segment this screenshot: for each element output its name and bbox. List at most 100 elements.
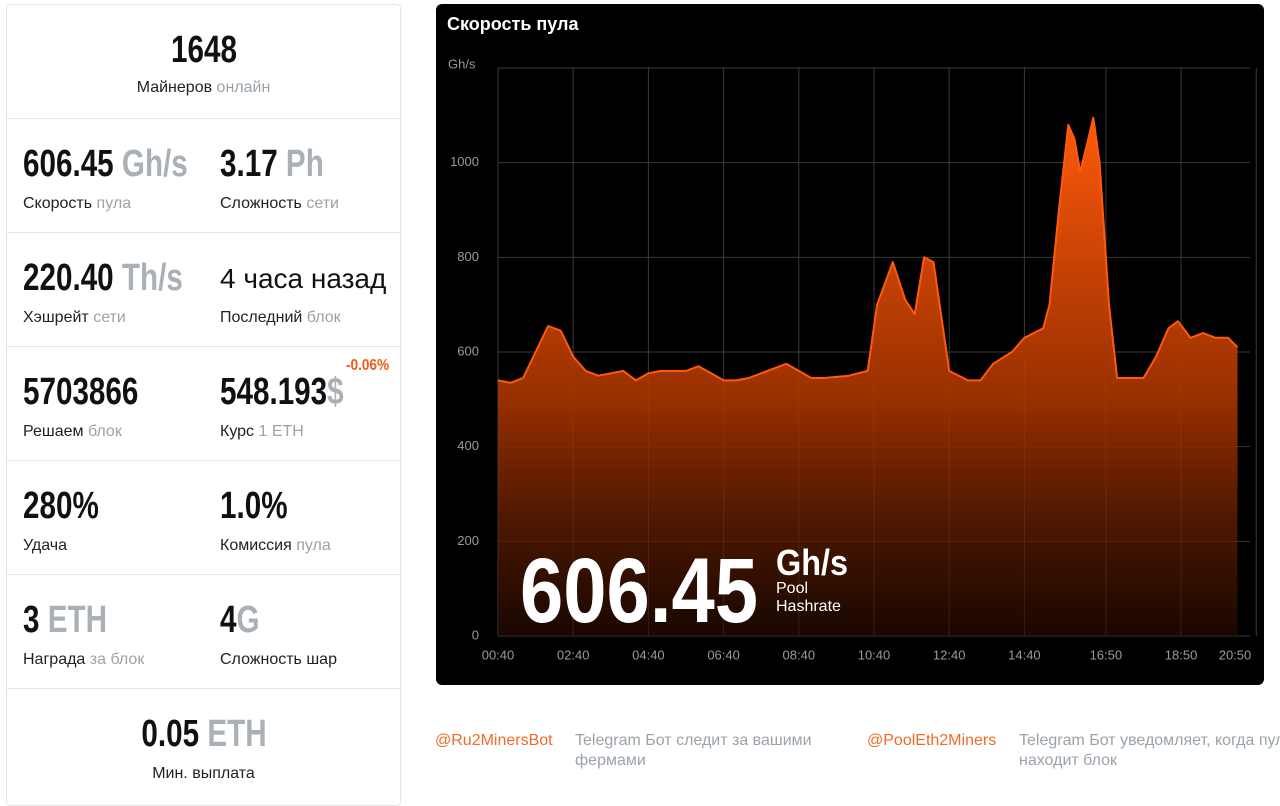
label-muted: 1 ETH [258, 423, 304, 440]
value: 280% [23, 485, 99, 527]
label-muted: блок [87, 423, 122, 440]
y-tick-label: 800 [457, 249, 479, 264]
value: 220.40 [23, 257, 114, 299]
stat-value: 548.193$ [220, 371, 344, 414]
unit: $ [327, 371, 344, 413]
label: Майнеров [136, 79, 213, 96]
value: 606.45 [23, 143, 114, 185]
label-muted: пула [96, 195, 132, 212]
x-tick-label: 02:40 [557, 647, 590, 662]
stat-label: Награда за блок [23, 651, 144, 669]
stat-value: 4 часа назад [220, 263, 386, 295]
stat-label: Сложность шар [220, 651, 337, 669]
label: Сложность шар [220, 651, 337, 668]
stats-panel: 1648 Майнеров онлайн 606.45 Gh/s Скорость… [6, 4, 401, 806]
y-axis-label: Gh/s [448, 56, 476, 71]
value: 0.05 [140, 713, 199, 755]
current-hashrate: 606.45 [520, 540, 758, 642]
stat-row: 606.45 Gh/s Скорость пула 3.17 Ph Сложность… [7, 119, 400, 233]
unit: G [236, 599, 260, 641]
bot-description: Telegram Бот следит за вашими фермами [575, 732, 812, 769]
stat-label: Курс 1 ETH [220, 423, 304, 441]
label-muted: сети [306, 195, 339, 212]
value: 4 часа назад [220, 263, 387, 294]
stat-value: 606.45 Gh/s [23, 143, 188, 186]
x-tick-label: 20:50 [1219, 647, 1252, 662]
label: Курс [220, 423, 255, 440]
value: 548.193 [220, 371, 328, 413]
stat-value: 5703866 [23, 371, 138, 414]
current-hashrate-label: Hashrate [776, 598, 841, 615]
label: Комиссия [220, 537, 292, 554]
label-muted: пула [296, 537, 331, 554]
stat-value: 1648 [170, 29, 237, 71]
stat-value: 1.0% [220, 485, 288, 528]
unit: Gh/s [121, 143, 188, 185]
x-tick-label: 06:40 [707, 647, 740, 662]
stat-row: 220.40 Th/s Хэшрейт сети 4 часа назад После… [7, 233, 400, 347]
stat-label: Решаем блок [23, 423, 122, 441]
label: Решаем [23, 423, 84, 440]
chart: Скорость пула Gh/s 0 200 400 600 800 1000 00:4… [447, 14, 1257, 662]
value: 5703866 [23, 371, 139, 413]
stat-row: 1648 Майнеров онлайн [7, 5, 400, 119]
unit: Ph [285, 143, 324, 185]
y-tick-label: 0 [472, 627, 479, 642]
value: 3 [23, 599, 40, 641]
stat-label: Удача [23, 537, 67, 555]
x-tick-label: 18:50 [1165, 647, 1198, 662]
label: Хэшрейт [23, 309, 89, 326]
label-muted: сети [93, 309, 126, 326]
stat-value: 4G [220, 599, 260, 642]
stat-row: 0.05 ETH Мин. выплата [7, 689, 400, 802]
stat-label: Комиссия пула [220, 537, 331, 555]
stat-label: Сложность сети [220, 195, 339, 213]
stat-label: Скорость пула [23, 195, 131, 213]
x-tick-label: 08:40 [783, 647, 816, 662]
label-muted: блок [306, 309, 341, 326]
bot-description: Telegram Бот уведомляет, когда пул наход… [1019, 732, 1280, 769]
stat-label: Последний блок [220, 309, 341, 327]
x-tick-label: 10:40 [858, 647, 891, 662]
value: 1.0% [220, 485, 288, 527]
stat-row: 5703866 Решаем блок 548.193$ -0.06% Курс 1 E… [7, 347, 400, 461]
stat-value: 280% [23, 485, 99, 528]
stat-label: Хэшрейт сети [23, 309, 126, 327]
page: 1648 Майнеров онлайн 606.45 Gh/s Скорость… [6, 4, 1280, 806]
unit: ETH [47, 599, 108, 641]
unit: ETH [206, 713, 267, 755]
x-tick-label: 16:50 [1090, 647, 1123, 662]
unit: Th/s [121, 257, 183, 299]
label: Сложность [220, 195, 302, 212]
value: 4 [220, 599, 237, 641]
label: Последний [220, 309, 303, 326]
y-tick-label: 1000 [450, 154, 479, 169]
x-tick-label: 12:40 [933, 647, 966, 662]
stat-row: 3 ETH Награда за блок 4G Сложность шар [7, 575, 400, 689]
y-tick-label: 400 [457, 438, 479, 453]
stat-value: 0.05 ETH [141, 713, 266, 756]
stat-label: Майнеров онлайн [137, 79, 271, 97]
label: Скорость [23, 195, 93, 212]
stat-value: 220.40 Th/s [23, 257, 183, 300]
chart-title: Скорость пула [447, 14, 579, 34]
label: Награда [23, 651, 86, 668]
stat-value: 3.17 Ph [220, 143, 324, 186]
price-change: -0.06% [346, 357, 390, 374]
area-fill [498, 117, 1238, 636]
current-hashrate-label: Pool [776, 580, 808, 597]
current-hashrate-unit: Gh/s [776, 542, 848, 583]
x-tick-label: 14:40 [1008, 647, 1041, 662]
label-muted: за блок [89, 651, 145, 668]
label-muted: онлайн [216, 79, 271, 96]
stat-row: 280% Удача 1.0% Комиссия пула [7, 461, 400, 575]
area-line [497, 116, 1239, 384]
value: 3.17 [220, 143, 278, 185]
x-tick-label: 00:40 [482, 647, 515, 662]
chart-card: Скорость пула Gh/s 0 200 400 600 800 1000 00:4… [436, 4, 1264, 685]
bot-link[interactable]: @PoolEth2Miners [867, 732, 997, 749]
bot-link[interactable]: @Ru2MinersBot [435, 732, 553, 749]
label: Удача [23, 537, 68, 554]
y-tick-label: 600 [457, 343, 479, 358]
stat-label: Мин. выплата [152, 765, 255, 782]
